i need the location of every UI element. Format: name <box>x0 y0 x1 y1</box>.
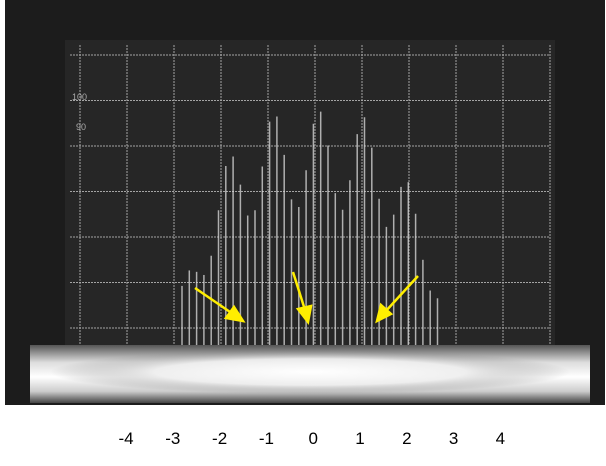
x-label: -2 <box>212 429 227 448</box>
arrow-head <box>223 304 246 323</box>
oscilloscope-photo: 100 90 <box>5 0 605 405</box>
arrow <box>291 271 307 311</box>
x-label: 4 <box>496 429 505 448</box>
arrow-head <box>295 304 313 325</box>
x-label: -4 <box>118 429 133 448</box>
x-label: 0 <box>308 429 317 448</box>
arrows <box>194 271 419 325</box>
x-label: 2 <box>402 429 411 448</box>
baseline-core <box>50 350 570 394</box>
screen-label: 90 <box>76 122 86 132</box>
x-labels: -4 -3 -2 -1 0 1 2 3 4 <box>118 429 505 448</box>
x-label: -1 <box>259 429 274 448</box>
x-label: 1 <box>355 429 364 448</box>
x-label: 3 <box>449 429 458 448</box>
screen-label: 100 <box>72 92 87 102</box>
arrow <box>384 275 419 313</box>
arrow-head <box>375 302 394 324</box>
arrow <box>194 286 234 316</box>
x-label: -3 <box>165 429 180 448</box>
